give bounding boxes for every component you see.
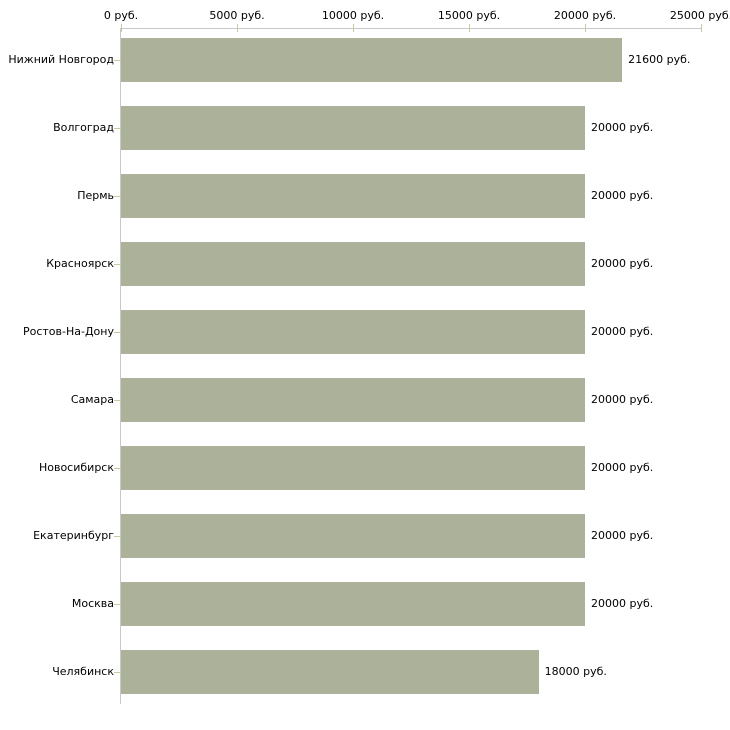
category-tick-mark — [114, 604, 121, 605]
bar — [121, 650, 539, 694]
bar — [121, 242, 585, 286]
category-tick-mark — [114, 196, 121, 197]
bar — [121, 174, 585, 218]
category-label: Нижний Новгород — [8, 53, 114, 66]
x-tick-label: 15000 руб. — [437, 9, 501, 22]
value-label: 18000 руб. — [544, 665, 607, 678]
category-tick-mark — [114, 128, 121, 129]
x-tick-mark — [236, 24, 238, 32]
bar — [121, 514, 585, 558]
x-tick-label: 5000 руб. — [209, 9, 265, 22]
category-label: Самара — [70, 393, 114, 406]
category-tick-mark — [114, 468, 121, 469]
value-label: 20000 руб. — [591, 529, 654, 542]
bar — [121, 582, 585, 626]
category-label: Новосибирск — [38, 461, 114, 474]
category-label: Волгоград — [53, 121, 114, 134]
x-tick-mark — [120, 24, 122, 32]
category-tick-mark — [114, 672, 121, 673]
category-label: Красноярск — [46, 257, 114, 270]
bar — [121, 106, 585, 150]
category-tick-mark — [114, 264, 121, 265]
bar — [121, 378, 585, 422]
bar — [121, 446, 585, 490]
category-tick-mark — [114, 400, 121, 401]
value-label: 20000 руб. — [591, 597, 654, 610]
x-tick-label: 10000 руб. — [321, 9, 385, 22]
value-label: 20000 руб. — [591, 189, 654, 202]
value-label: 20000 руб. — [591, 257, 654, 270]
x-tick-mark — [352, 24, 354, 32]
category-tick-mark — [114, 60, 121, 61]
value-label: 21600 руб. — [628, 53, 691, 66]
value-label: 20000 руб. — [591, 461, 654, 474]
value-label: 20000 руб. — [591, 393, 654, 406]
x-axis-line — [120, 28, 702, 29]
x-tick-mark — [468, 24, 470, 32]
x-tick-mark — [700, 24, 702, 32]
category-label: Екатеринбург — [33, 529, 114, 542]
value-label: 20000 руб. — [591, 325, 654, 338]
bar — [121, 310, 585, 354]
y-axis-line — [120, 28, 121, 704]
x-tick-label: 0 руб. — [103, 9, 139, 22]
category-label: Москва — [71, 597, 114, 610]
category-label: Пермь — [77, 189, 114, 202]
category-label: Челябинск — [52, 665, 114, 678]
category-label: Ростов-На-Дону — [22, 325, 114, 338]
x-tick-mark — [584, 24, 586, 32]
value-label: 20000 руб. — [591, 121, 654, 134]
bar — [121, 38, 623, 82]
x-tick-label: 20000 руб. — [553, 9, 617, 22]
x-tick-label: 25000 руб. — [669, 9, 730, 22]
category-tick-mark — [114, 332, 121, 333]
category-tick-mark — [114, 536, 121, 537]
